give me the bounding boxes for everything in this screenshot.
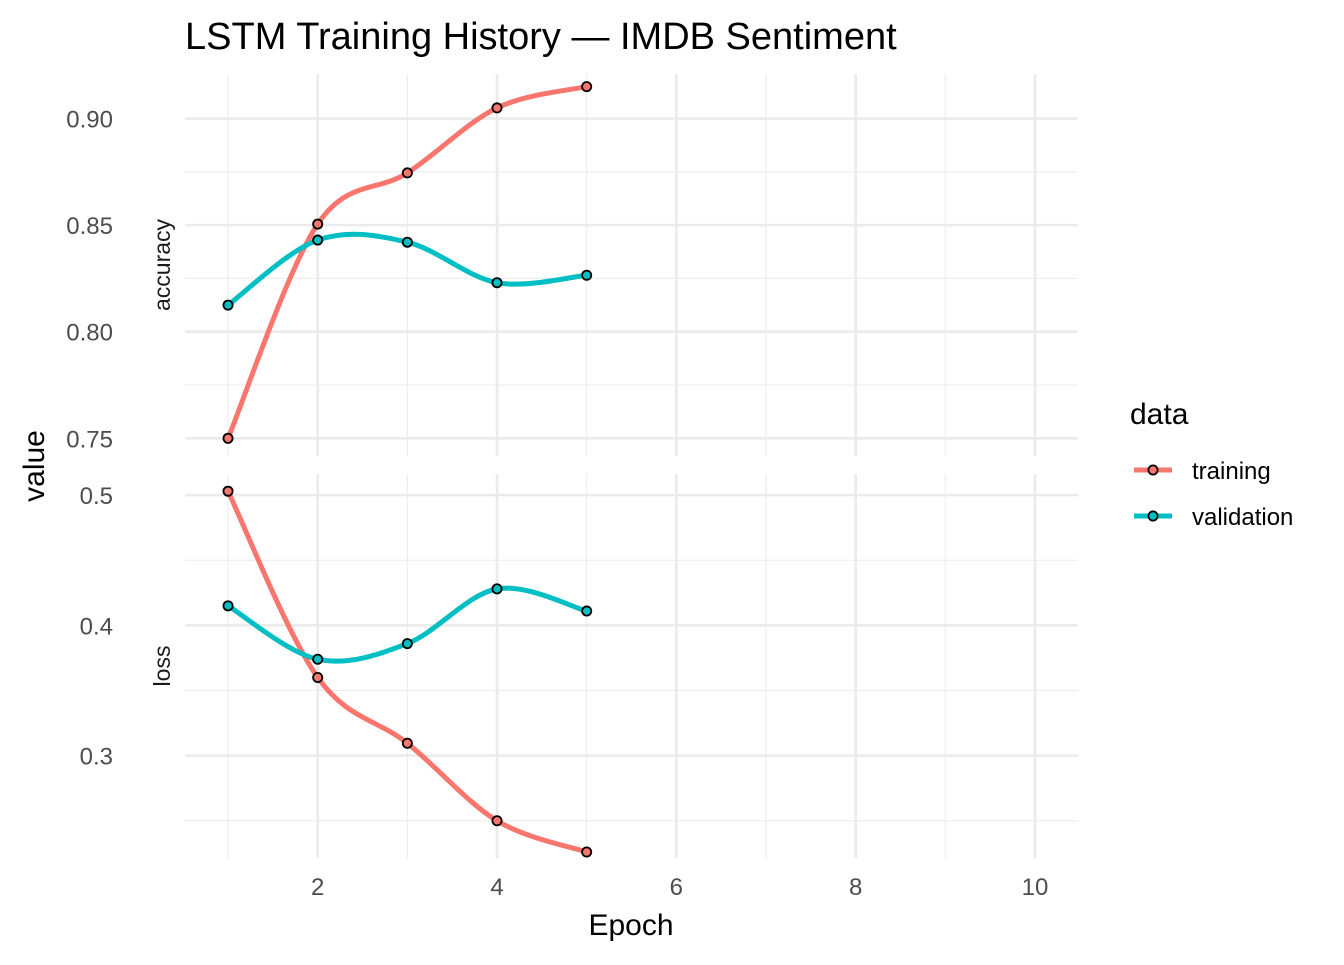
y-tick-label: 0.80 (66, 320, 113, 347)
facet-panel-accuracy: 0.75 0.80 0.85 0.90 accuracy (66, 74, 1078, 456)
legend-label-validation: validation (1192, 504, 1293, 531)
facet-label-loss: loss (149, 646, 175, 687)
data-point-validation (222, 299, 234, 311)
y-tick-label: 0.85 (66, 213, 113, 240)
data-point-validation (581, 605, 593, 617)
y-axis-label: value (18, 430, 51, 502)
y-tick-label: 0.90 (66, 107, 113, 134)
data-point-validation (312, 234, 324, 246)
data-point-training (581, 81, 593, 93)
y-tick-label: 0.75 (66, 426, 113, 453)
data-point-training (491, 102, 503, 114)
data-point-training (401, 167, 413, 179)
data-point-validation (401, 236, 413, 248)
data-point-training (312, 671, 324, 683)
x-tick-label: 8 (849, 874, 862, 901)
data-point-training (491, 815, 503, 827)
data-point-validation (312, 653, 324, 665)
data-point-validation (491, 583, 503, 595)
legend-title: data (1130, 398, 1189, 431)
legend-label-training: training (1192, 458, 1271, 485)
x-tick-label: 6 (670, 874, 683, 901)
y-tick-label: 0.4 (80, 613, 113, 640)
chart-title: LSTM Training History — IMDB Sentiment (185, 16, 897, 58)
data-point-training (581, 846, 593, 858)
facet-panel-loss: 0.3 0.4 0.5 loss (80, 474, 1078, 858)
x-axis: 2 4 6 8 10 (311, 874, 1048, 901)
data-point-training (222, 432, 234, 444)
data-point-validation (581, 269, 593, 281)
data-point-validation (401, 638, 413, 650)
data-point-training (401, 737, 413, 749)
legend-key-point-training (1147, 464, 1159, 476)
y-tick-label: 0.5 (80, 483, 113, 510)
data-point-training (222, 485, 234, 497)
series-line-training-loss (225, 488, 590, 855)
y-tick-label: 0.3 (80, 744, 113, 771)
series-line-training-accuracy (225, 84, 590, 441)
x-tick-label: 2 (311, 874, 324, 901)
x-tick-label: 4 (490, 874, 503, 901)
data-point-validation (491, 277, 503, 289)
facet-panels: 0.75 0.80 0.85 0.90 accuracy 0.3 0.4 0.5 loss (66, 74, 1078, 858)
legend-key-point-validation (1147, 510, 1159, 522)
data-point-training (312, 218, 324, 230)
data-point-validation (222, 600, 234, 612)
x-tick-label: 10 (1022, 874, 1049, 901)
legend: data training validation (1130, 398, 1293, 531)
x-axis-label: Epoch (588, 909, 673, 942)
facet-label-accuracy: accuracy (149, 218, 175, 311)
